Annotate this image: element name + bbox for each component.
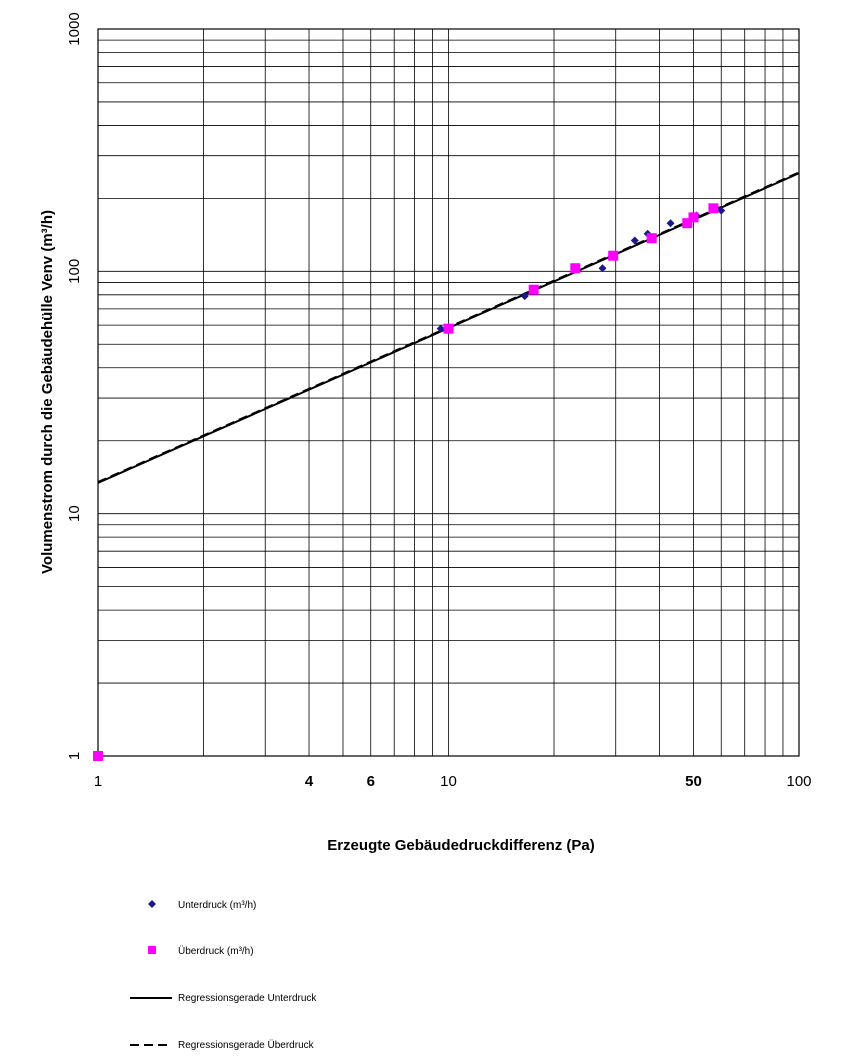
- grid-lines: [98, 29, 799, 756]
- point-unterdruck: [598, 264, 607, 273]
- y-tick-label: 1: [66, 752, 83, 760]
- y-tick-label: 10: [66, 505, 83, 522]
- point-ueberdruck: [608, 250, 619, 261]
- plot-frame: [97, 28, 800, 757]
- point-unterdruck: [520, 292, 529, 301]
- y-tick-labels: 1 10 100 1000: [66, 12, 83, 760]
- x-tick-label: 50: [685, 773, 702, 790]
- point-unterdruck: [630, 236, 639, 245]
- y-tick-label: 1000: [66, 12, 83, 45]
- x-tick-label: 10: [440, 773, 457, 790]
- point-unterdruck: [666, 219, 675, 228]
- x-tick-label: 100: [786, 773, 811, 790]
- legend-item-ueberdruck: Überdruck (m³/h): [148, 945, 254, 957]
- legend-label-ueberdruck: Überdruck (m³/h): [178, 945, 254, 957]
- legend-label-regression-unterdruck: Regressionsgerade Unterdruck: [178, 993, 317, 1004]
- point-ueberdruck: [443, 323, 454, 334]
- y-axis-title: Volumenstrom durch die Gebäudehülle Venv…: [39, 210, 56, 574]
- data-points: [93, 203, 726, 761]
- legend-item-regression-unterdruck: Regressionsgerade Unterdruck: [130, 993, 317, 1004]
- legend-marker-diamond: [148, 900, 156, 908]
- point-unterdruck: [436, 324, 445, 333]
- x-tick-label: 1: [94, 773, 102, 790]
- legend: Unterdruck (m³/h) Überdruck (m³/h) Regre…: [130, 900, 317, 1051]
- legend-label-unterdruck: Unterdruck (m³/h): [178, 900, 256, 911]
- point-ueberdruck: [93, 751, 103, 761]
- x-tick-labels: 1 4 6 10 50 100: [94, 773, 812, 790]
- point-ueberdruck: [682, 218, 693, 229]
- x-tick-label: 4: [305, 773, 314, 790]
- point-ueberdruck: [688, 212, 699, 223]
- x-axis-title: Erzeugte Gebäudedruckdifferenz (Pa): [327, 837, 595, 854]
- y-tick-label: 100: [66, 259, 83, 284]
- point-ueberdruck: [708, 203, 719, 214]
- x-tick-label: 6: [367, 773, 375, 790]
- legend-marker-square: [148, 946, 156, 954]
- point-ueberdruck: [570, 263, 581, 274]
- point-ueberdruck: [528, 284, 539, 295]
- point-unterdruck: [717, 206, 726, 215]
- legend-item-regression-ueberdruck: Regressionsgerade Überdruck: [130, 1039, 315, 1051]
- legend-label-regression-ueberdruck: Regressionsgerade Überdruck: [178, 1039, 315, 1051]
- legend-item-unterdruck: Unterdruck (m³/h): [148, 900, 256, 911]
- point-ueberdruck: [646, 233, 657, 244]
